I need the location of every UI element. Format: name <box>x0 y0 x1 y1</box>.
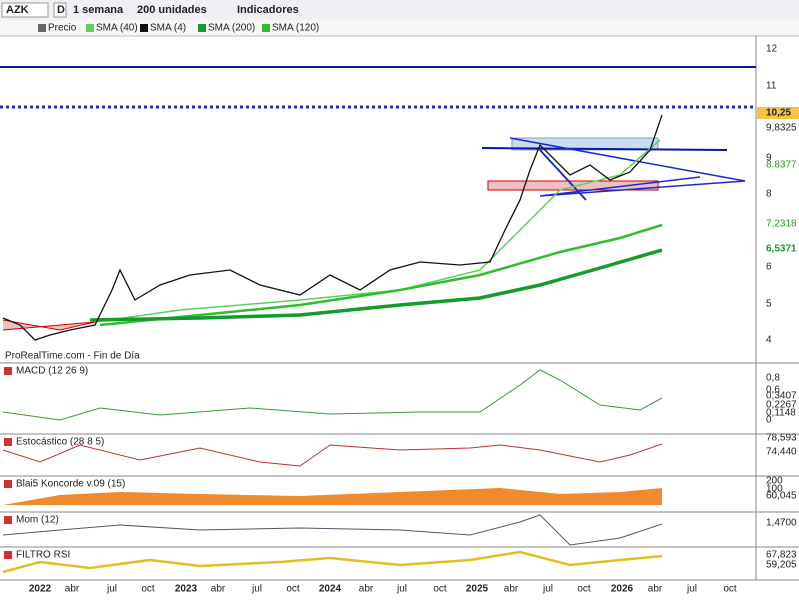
legend-swatch <box>86 24 94 32</box>
price-label: 6,5371 <box>766 244 797 255</box>
legend-swatch <box>198 24 206 32</box>
panel-label: 74,440 <box>766 447 797 458</box>
x-label: abr <box>65 584 80 595</box>
x-label: abr <box>648 584 663 595</box>
x-label: oct <box>286 584 300 595</box>
price-label: 5 <box>766 299 772 310</box>
panel-title: MACD (12 26 9) <box>16 366 88 377</box>
price-label: 9,8325 <box>766 123 797 134</box>
mode: D <box>57 4 65 16</box>
macd-line <box>2 369 663 421</box>
x-label: abr <box>211 584 226 595</box>
panel-label: 59,205 <box>766 560 797 571</box>
panel-label: 0,1148 <box>766 408 796 419</box>
koncorde-area <box>3 488 662 505</box>
units[interactable]: 200 unidades <box>137 4 207 16</box>
panel-label: 0,3407 <box>766 391 797 402</box>
price-label: 12 <box>766 44 778 55</box>
x-label: 2025 <box>466 584 489 595</box>
panel-label: 0,6 <box>766 385 780 396</box>
legend-swatch <box>262 24 270 32</box>
price-label: 10,25 <box>766 108 791 119</box>
panel-label: 0,2267 <box>766 400 797 411</box>
legend-swatch <box>38 24 46 32</box>
x-label: 2023 <box>175 584 198 595</box>
indicator-panels <box>2 369 663 574</box>
source-note: ProRealTime.com - Fin de Día <box>5 351 140 362</box>
panel-icon <box>4 438 12 446</box>
x-label: 2024 <box>319 584 342 595</box>
period[interactable]: 1 semana <box>73 4 124 16</box>
price-label: 8,8377 <box>766 160 797 171</box>
legend-entry: SMA (120) <box>272 23 319 34</box>
legend-entry: SMA (200) <box>208 23 255 34</box>
x-label: oct <box>433 584 447 595</box>
panel-icon <box>4 367 12 375</box>
stoch-line <box>2 443 663 467</box>
panel-title: FILTRO RSI <box>16 550 70 561</box>
panel-icon <box>4 480 12 488</box>
x-label: 2026 <box>611 584 634 595</box>
panel-label: 200 <box>766 476 783 487</box>
x-label: jul <box>251 584 262 595</box>
price-label: 4 <box>766 335 772 346</box>
last-price-box <box>757 107 799 119</box>
price-label: 6 <box>766 262 772 273</box>
main-panel <box>0 66 799 341</box>
price-label: 7,2318 <box>766 219 797 230</box>
legend-entry: SMA (4) <box>150 23 186 34</box>
sma-40 <box>94 139 661 323</box>
price-label: 11 <box>766 81 777 92</box>
legend-swatch <box>140 24 148 32</box>
panel-label: 1,4700 <box>766 518 797 529</box>
panel-label: 78,593 <box>766 433 797 444</box>
legend-entry: SMA (40) <box>96 23 138 34</box>
price-label: 8 <box>766 189 772 200</box>
panel-icon <box>4 516 12 524</box>
x-label: abr <box>504 584 519 595</box>
sma-120 <box>99 223 663 327</box>
x-label: jul <box>396 584 407 595</box>
mom-line <box>2 514 663 546</box>
sma-200 <box>89 248 663 322</box>
panel-title: Blai5 Koncorde v.09 (15) <box>16 479 125 490</box>
rsi-line <box>2 550 663 574</box>
trend <box>481 147 728 151</box>
panel-title: Mom (12) <box>16 515 59 526</box>
panel-label: 100 <box>766 484 783 495</box>
panel-label: 67,823 <box>766 550 797 561</box>
panel-title: Estocástico (28 8 5) <box>16 437 104 448</box>
x-label: oct <box>141 584 155 595</box>
zone <box>511 137 659 151</box>
x-label: oct <box>723 584 737 595</box>
panel-label: 0 <box>766 415 772 426</box>
indicators[interactable]: Indicadores <box>237 4 299 16</box>
x-label: oct <box>577 584 591 595</box>
panel-label: 0,8 <box>766 373 780 384</box>
mode-box[interactable] <box>53 2 67 18</box>
x-label: jul <box>542 584 553 595</box>
wedge <box>509 137 746 197</box>
trend2 <box>539 149 587 201</box>
legend-entry: Precio <box>48 23 77 34</box>
x-label: jul <box>686 584 697 595</box>
price <box>2 114 663 341</box>
wedge-old <box>2 319 96 331</box>
symbol: AZK <box>6 4 29 16</box>
x-label: abr <box>359 584 374 595</box>
panel-label: 60,045 <box>766 491 797 502</box>
price-label: 9 <box>766 153 772 164</box>
panel-icon <box>4 551 12 559</box>
x-label: jul <box>106 584 117 595</box>
toolbar <box>0 0 799 20</box>
symbol-box[interactable] <box>1 2 49 18</box>
x-label: 2022 <box>29 584 52 595</box>
